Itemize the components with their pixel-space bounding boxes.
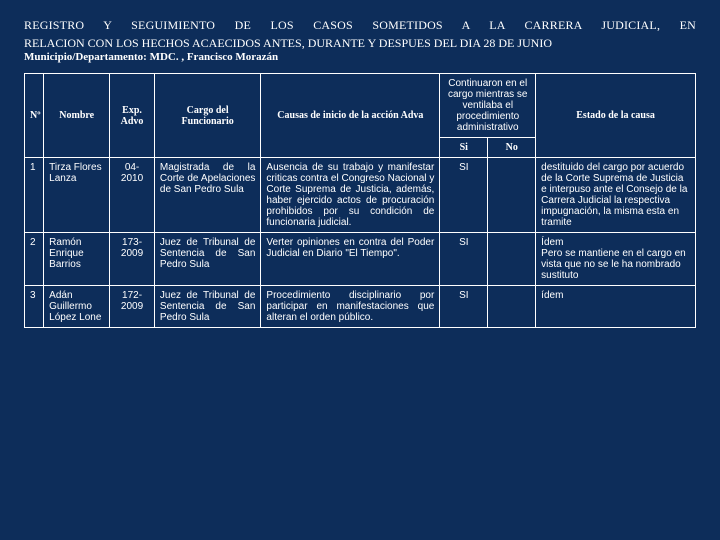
cell-causas: Ausencia de su trabajo y manifestar crit… xyxy=(261,158,440,233)
cell-no xyxy=(488,233,536,286)
col-header-nombre: Nombre xyxy=(44,74,110,158)
col-header-si: Si xyxy=(440,138,488,158)
cell-estado: destituido del cargo por acuerdo de la C… xyxy=(536,158,696,233)
cell-si: SI xyxy=(440,158,488,233)
cell-nombre: Ramón Enrique Barrios xyxy=(44,233,110,286)
page-subtitle: Municipio/Departamento: MDC. , Francisco… xyxy=(24,51,696,63)
col-header-causas: Causas de inicio de la acción Adva xyxy=(261,74,440,158)
col-header-n: Nº xyxy=(25,74,44,158)
cell-n: 2 xyxy=(25,233,44,286)
page-title-line1: REGISTRO Y SEGUIMIENTO DE LOS CASOS SOME… xyxy=(24,18,696,34)
col-header-exp: Exp. Advo xyxy=(110,74,155,158)
table-row: 2 Ramón Enrique Barrios 173-2009 Juez de… xyxy=(25,233,696,286)
cell-nombre: Tirza Flores Lanza xyxy=(44,158,110,233)
cell-n: 1 xyxy=(25,158,44,233)
cell-causas: Verter opiniones en contra del Poder Jud… xyxy=(261,233,440,286)
cell-cargo: Magistrada de la Corte de Apelaciones de… xyxy=(154,158,261,233)
cell-cargo: Juez de Tribunal de Sentencia de San Ped… xyxy=(154,286,261,328)
cell-estado: ídem xyxy=(536,286,696,328)
cell-cargo: Juez de Tribunal de Sentencia de San Ped… xyxy=(154,233,261,286)
page-title-line2: RELACION CON LOS HECHOS ACAECIDOS ANTES,… xyxy=(24,36,696,52)
cases-table: Nº Nombre Exp. Advo Cargo del Funcionari… xyxy=(24,73,696,328)
cell-si: SI xyxy=(440,286,488,328)
cell-causas: Procedimiento disciplinario por particip… xyxy=(261,286,440,328)
cell-exp: 04-2010 xyxy=(110,158,155,233)
col-header-estado: Estado de la causa xyxy=(536,74,696,158)
col-header-no: No xyxy=(488,138,536,158)
cell-exp: 173-2009 xyxy=(110,233,155,286)
col-header-continuaron: Continuaron en el cargo mientras se vent… xyxy=(440,74,536,138)
cell-no xyxy=(488,158,536,233)
cell-si: SI xyxy=(440,233,488,286)
table-row: 1 Tirza Flores Lanza 04-2010 Magistrada … xyxy=(25,158,696,233)
col-header-cargo: Cargo del Funcionario xyxy=(154,74,261,158)
table-row: 3 Adán Guillermo López Lone 172-2009 Jue… xyxy=(25,286,696,328)
cell-no xyxy=(488,286,536,328)
cell-n: 3 xyxy=(25,286,44,328)
cell-exp: 172-2009 xyxy=(110,286,155,328)
cell-nombre: Adán Guillermo López Lone xyxy=(44,286,110,328)
cell-estado: Ídem Pero se mantiene en el cargo en vis… xyxy=(536,233,696,286)
